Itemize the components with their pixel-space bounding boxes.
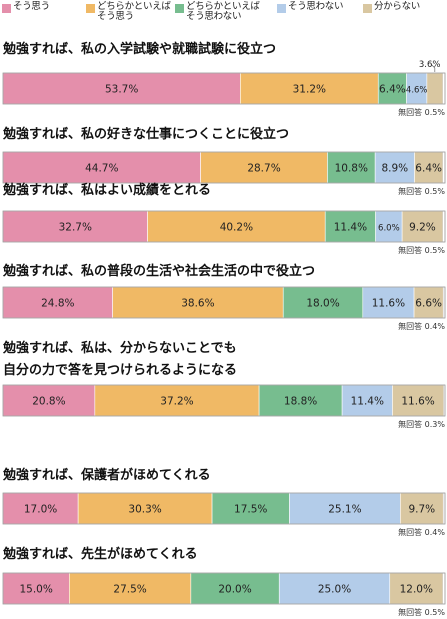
data-label: 30.3% (128, 504, 161, 516)
data-label: 12.0% (400, 584, 433, 596)
data-label: 38.6% (181, 298, 214, 310)
item-title: 勉強すれば、私は、分からないことでも (2, 340, 237, 356)
data-label: 32.7% (59, 222, 92, 234)
no-answer-label: 無回答 0.4% (398, 527, 445, 537)
bar-segment (282, 286, 364, 319)
legend-swatch (86, 4, 95, 13)
data-label: 6.0% (378, 224, 400, 234)
data-label: 6.6% (415, 298, 442, 310)
bar-segment (324, 210, 376, 243)
bar-outline (2, 572, 446, 605)
bar-outline (2, 151, 446, 184)
bar-segment (94, 384, 260, 417)
bar-segment (375, 210, 403, 243)
legend-label: そう思う (13, 1, 50, 12)
data-label: 3.6% (419, 60, 441, 70)
item-title: 勉強すれば、先生がほめてくれる (2, 546, 198, 562)
legend-label: どちらかといえば そう思う (97, 1, 171, 22)
bar-segment (374, 151, 415, 184)
data-label: 20.8% (32, 396, 65, 408)
no-answer-label: 無回答 0.4% (398, 321, 445, 331)
data-label: 28.7% (247, 163, 280, 175)
item-title: 勉強すれば、私の入学試験や就職試験に役立つ (2, 41, 276, 57)
data-label: 11.4% (351, 396, 384, 408)
no-answer-label: 無回答 0.5% (398, 107, 445, 117)
bar-segment (2, 572, 70, 605)
bar-segment (211, 492, 290, 525)
bar-outline (2, 384, 446, 417)
data-label: 11.4% (334, 222, 367, 234)
data-label: 17.0% (24, 504, 57, 516)
data-label: 18.8% (284, 396, 317, 408)
no-answer-label: 無回答 0.5% (398, 186, 445, 196)
legend-label: どちらかといえば そう思わない (186, 1, 260, 22)
data-label: 8.9% (381, 163, 408, 175)
item-title: 勉強すれば、私の好きな仕事につくことに役立つ (2, 126, 289, 142)
item-title: 勉強すれば、私の普段の生活や社会生活の中で役立つ (2, 263, 315, 279)
bar-outline (2, 492, 446, 525)
item-title: 勉強すれば、私はよい成績をとれる (2, 182, 211, 198)
data-label: 40.2% (220, 222, 253, 234)
bar-outline (2, 72, 446, 105)
legend-item-somewhat-disagree: どちらかといえば そう思わない (175, 2, 260, 22)
legend-swatch (175, 4, 184, 13)
data-label: 25.0% (318, 584, 351, 596)
data-label: 44.7% (85, 163, 118, 175)
bar-segment (147, 210, 326, 243)
data-label: 15.0% (19, 584, 52, 596)
legend-item-somewhat-agree: どちらかといえば そう思う (86, 2, 171, 22)
data-label: 24.8% (41, 298, 74, 310)
bar-segment (426, 72, 444, 105)
data-label: 11.6% (401, 396, 434, 408)
data-label: 10.8% (335, 163, 368, 175)
bar-outline (2, 286, 446, 319)
legend-swatch (277, 4, 286, 13)
legend-label: 分からない (374, 1, 421, 12)
data-label: 27.5% (113, 584, 146, 596)
bar-segment (112, 286, 284, 319)
data-label: 6.4% (379, 84, 406, 96)
no-answer-label: 無回答 0.3% (398, 419, 445, 429)
legend-item-dont-know: 分からない (363, 2, 420, 13)
bar-segment (362, 286, 415, 319)
bar-segment (2, 210, 148, 243)
bar-segment (401, 210, 444, 243)
legend: そう思う どちらかといえば そう思う どちらかといえば そう思わない そう思わな… (0, 0, 447, 22)
legend-label: そう思わない (288, 1, 344, 12)
legend-item-strongly-agree: そう思う (2, 2, 50, 13)
bar-segment (341, 384, 393, 417)
data-label: 17.5% (234, 504, 267, 516)
data-label: 31.2% (293, 84, 326, 96)
bar-segment (278, 572, 391, 605)
data-label: 9.2% (409, 222, 436, 234)
bar-outline (2, 210, 446, 243)
legend-swatch (363, 4, 372, 13)
no-answer-label: 無回答 0.5% (398, 607, 445, 617)
data-label: 20.0% (218, 584, 251, 596)
leader-line (430, 63, 436, 69)
legend-swatch (2, 4, 11, 13)
data-label: 4.6% (406, 86, 428, 96)
item-title: 自分の力で答を見つけられるようになる (3, 362, 237, 378)
data-label: 37.2% (160, 396, 193, 408)
no-answer-label: 無回答 0.5% (398, 245, 445, 255)
legend-item-disagree: そう思わない (277, 1, 344, 13)
data-label: 53.7% (105, 84, 138, 96)
data-label: 9.7% (408, 504, 435, 516)
bar-segment (413, 286, 444, 319)
bar-segment (2, 286, 113, 319)
data-label: 11.6% (372, 298, 405, 310)
bar-segment (2, 72, 241, 105)
bar-segment (392, 384, 444, 417)
data-label: 18.0% (306, 298, 339, 310)
data-label: 6.4% (415, 163, 442, 175)
item-title: 勉強すれば、保護者がほめてくれる (2, 467, 211, 483)
data-label: 25.1% (328, 504, 361, 516)
